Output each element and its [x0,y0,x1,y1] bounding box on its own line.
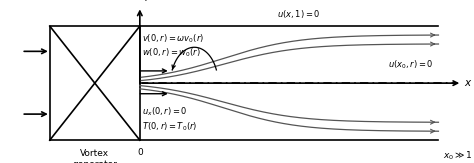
Text: $u(x, 1) = 0$: $u(x, 1) = 0$ [277,7,320,20]
Text: Vortex
generator: Vortex generator [73,149,117,163]
Text: $x_0 \gg 1$: $x_0 \gg 1$ [443,149,473,162]
Text: $v(0, r) = \omega v_0(r)$: $v(0, r) = \omega v_0(r)$ [142,32,204,44]
Text: 0: 0 [137,148,143,157]
Text: $u(x_0, r) = 0$: $u(x_0, r) = 0$ [388,58,434,71]
Text: $r$: $r$ [144,0,150,3]
Text: $T(0, r) = T_0(r)$: $T(0, r) = T_0(r)$ [142,121,198,133]
Text: $x$: $x$ [464,78,472,88]
Text: $w(0, r) = w_0(r)$: $w(0, r) = w_0(r)$ [142,47,201,59]
Text: $u_x(0, r) = 0$: $u_x(0, r) = 0$ [142,105,188,118]
